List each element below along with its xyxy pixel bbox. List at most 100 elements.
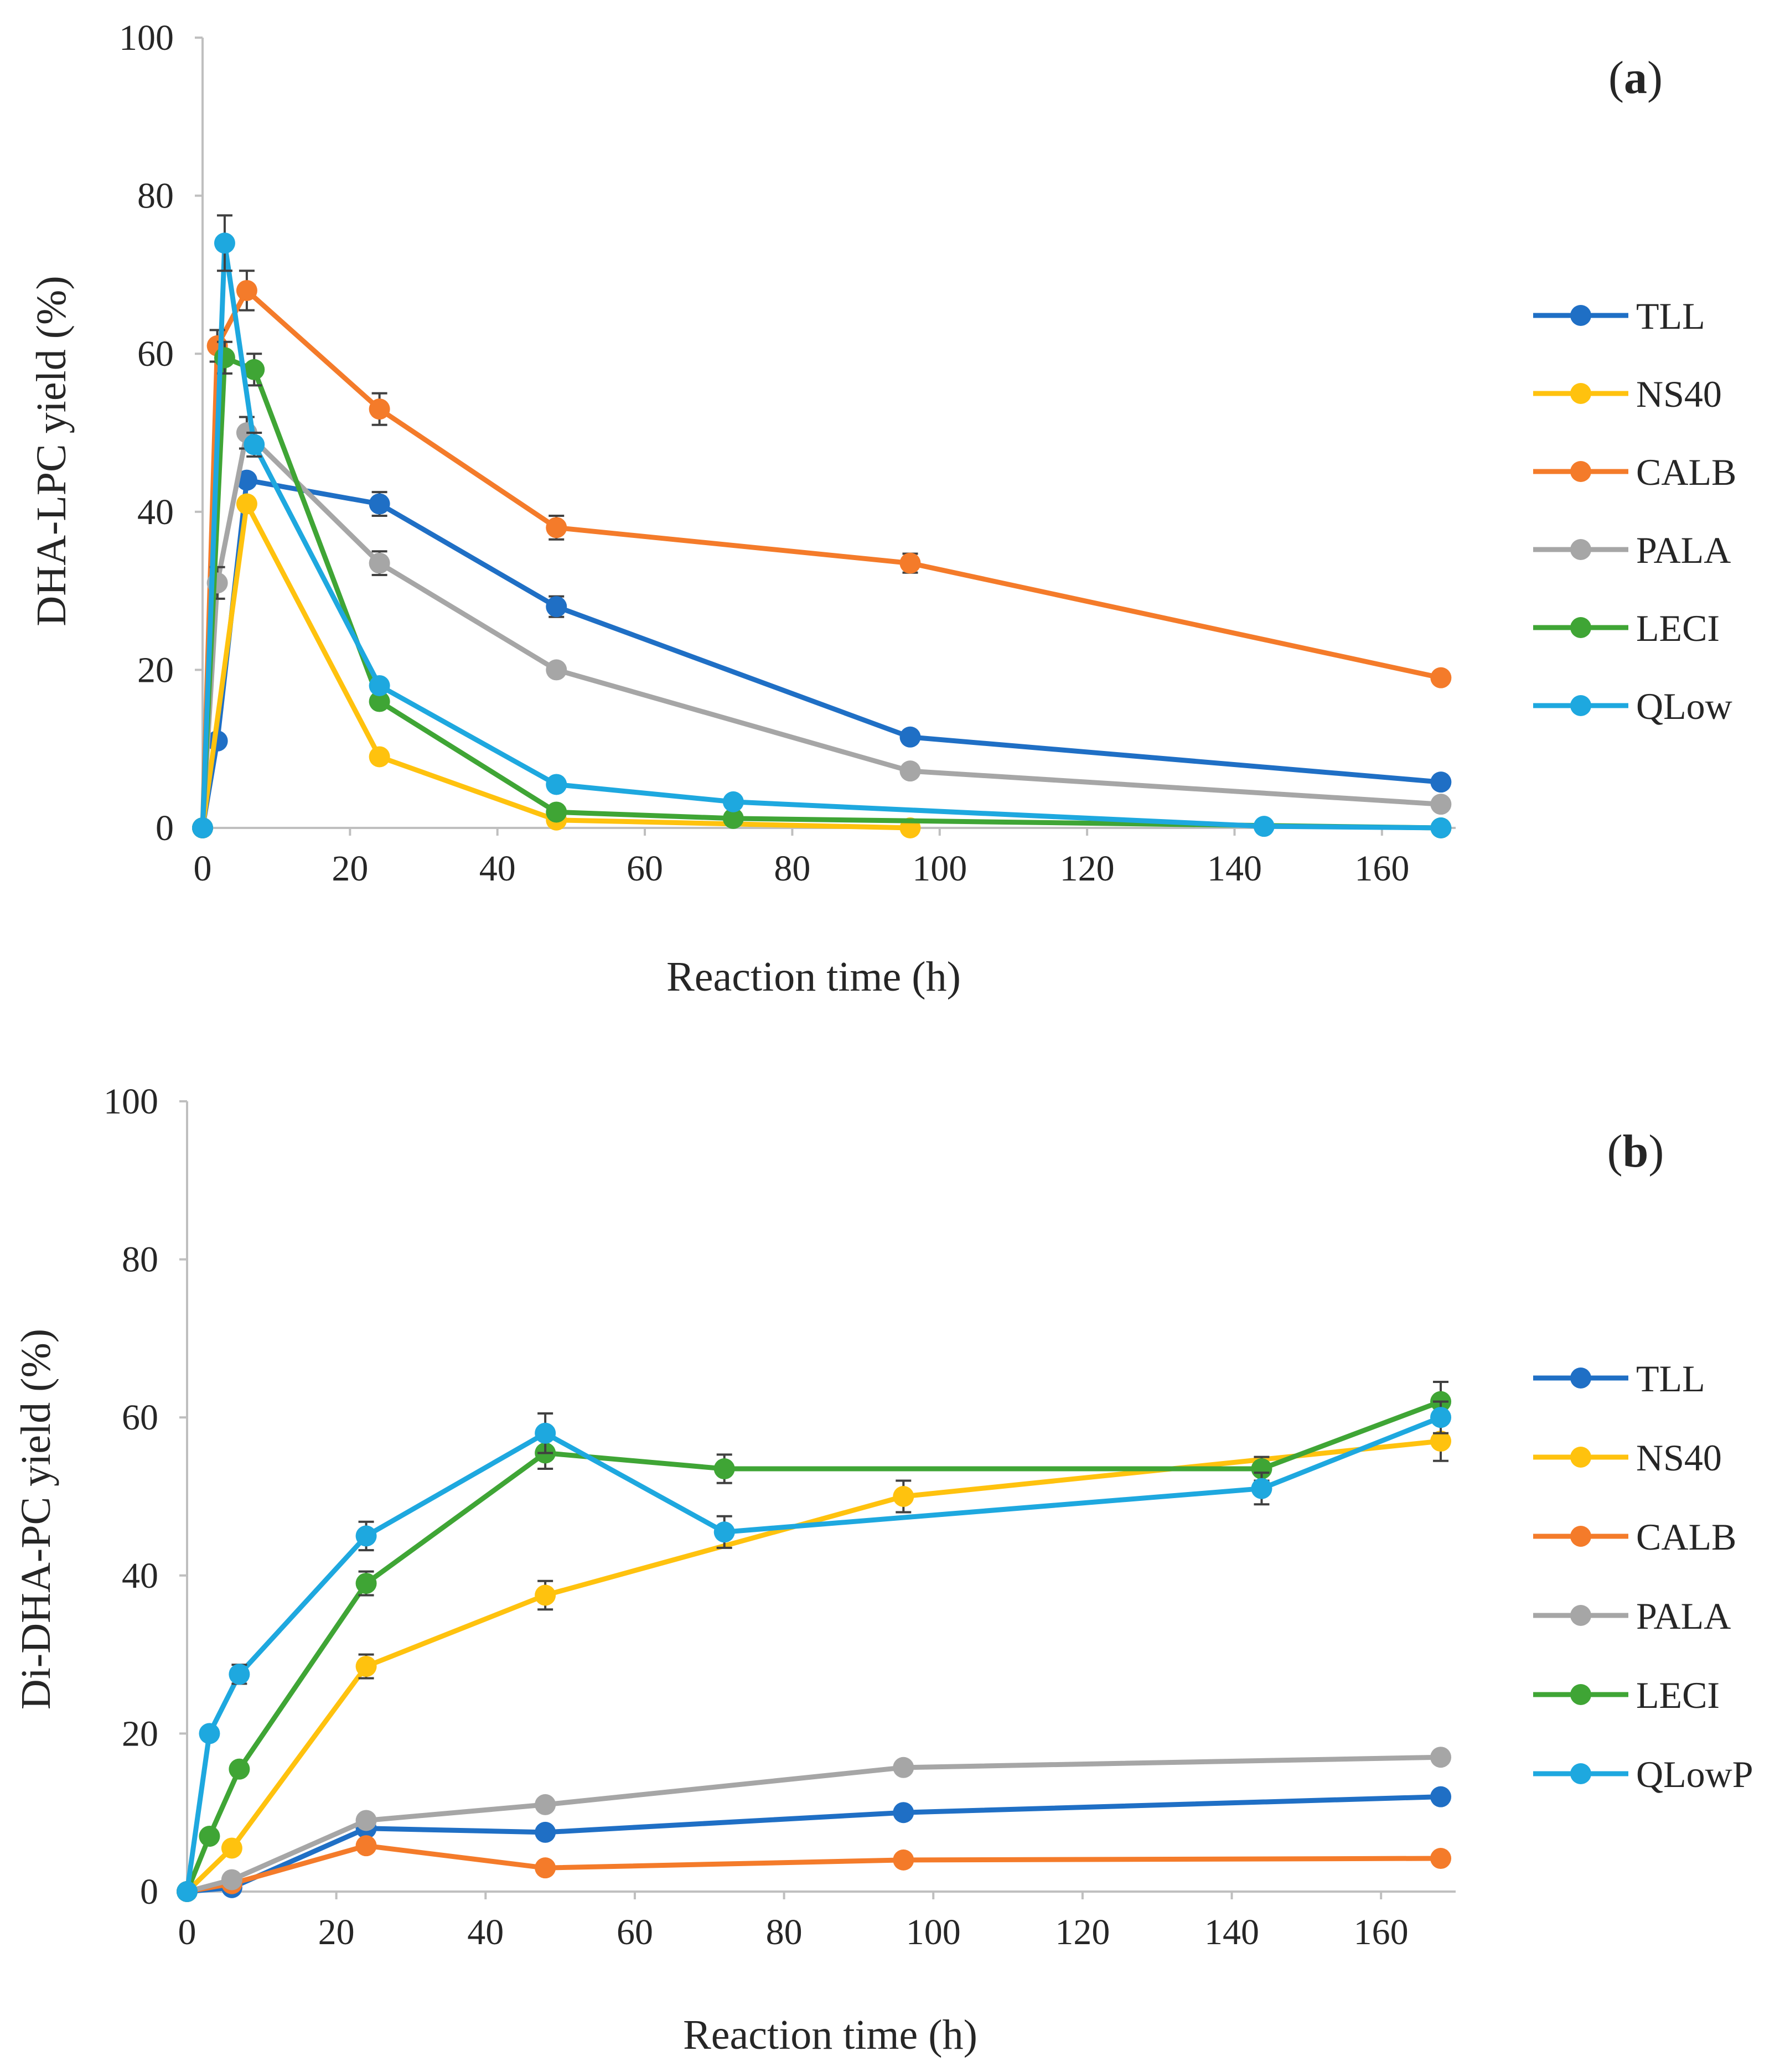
chart-b-point-ns40 [893, 1486, 914, 1507]
chart-b-x-axis-title: Reaction time (h) [683, 2012, 977, 2058]
chart-a-tick-labels: 0 20 40 60 80 100 120 140 160 0 20 40 60 80 100 [119, 18, 1409, 889]
chart-b-point-ns40 [1430, 1431, 1452, 1452]
chart-b-tick-labels: 0 20 40 60 80 100 120 140 160 0 20 40 60 80 100 [104, 1081, 1409, 1952]
chart-a-y-tick-label: 80 [137, 176, 174, 216]
chart-b-series-qlowp [177, 1400, 1452, 1902]
chart-a-x-tick-label: 160 [1354, 848, 1409, 889]
chart-b-point-leci [1251, 1458, 1272, 1480]
chart-a-x-tick-label: 140 [1207, 848, 1262, 889]
chart-b-y-tick-label: 40 [122, 1556, 158, 1596]
chart-b-legend: TLL NS40 CALB PALA LECI QLowP [1533, 1358, 1753, 1795]
chart-a-point-qlow [369, 675, 390, 696]
chart-b-panel-letter: b [1623, 1126, 1649, 1177]
chart-a-point-pala [1430, 794, 1452, 815]
chart-a-point-tll [1430, 771, 1452, 793]
chart-a-point-pala [899, 760, 921, 782]
chart-a-series-qlow [192, 214, 1452, 838]
chart-b-point-qlowp [199, 1723, 220, 1744]
chart-b-point-tll [1430, 1786, 1452, 1807]
chart-a-legend-item-ns40: NS40 [1533, 373, 1722, 415]
chart-b-x-tick-label: 80 [766, 1912, 803, 1952]
chart-b-series [177, 1380, 1452, 1902]
chart-b-legend-swatch-marker-qlowp [1570, 1763, 1591, 1784]
chart-a-point-qlow [244, 434, 265, 455]
chart-a-point-qlow [1253, 816, 1275, 837]
chart-a-point-qlow [1430, 817, 1452, 838]
chart-a-series [192, 214, 1452, 838]
chart-b-legend-label-tll: TLL [1636, 1358, 1705, 1400]
chart-a-point-leci [722, 807, 744, 829]
chart-b-x-tick-label: 140 [1204, 1912, 1259, 1952]
chart-a-legend-swatch-marker-pala [1570, 539, 1591, 560]
chart-a-point-leci [369, 691, 390, 712]
chart-a-point-calb [1430, 667, 1452, 688]
chart-a-legend-item-pala: PALA [1533, 529, 1731, 571]
chart-b-point-pala [221, 1869, 242, 1890]
chart-b-legend-swatch-marker-tll [1570, 1367, 1591, 1389]
chart-a-point-qlow [192, 817, 213, 838]
chart-b-legend-swatch-marker-ns40 [1570, 1447, 1591, 1468]
chart-b-legend-swatch-marker-pala [1570, 1605, 1591, 1626]
chart-a-line-qlow [200, 240, 1443, 831]
chart-b-y-tick-label: 60 [122, 1397, 158, 1438]
chart-a-x-tick-label: 40 [479, 848, 516, 889]
chart-a-panel-close: ) [1647, 52, 1663, 103]
chart-b-x-tick-label: 120 [1055, 1912, 1110, 1952]
chart-b-legend-item-calb: CALB [1533, 1516, 1736, 1558]
chart-b-point-ns40 [355, 1656, 377, 1677]
chart-b-legend-label-leci: LECI [1636, 1674, 1720, 1716]
chart-a-y-tick-label: 100 [119, 18, 174, 58]
chart-b-legend-item-pala: PALA [1533, 1595, 1731, 1637]
chart-a-legend-label-qlow: QLow [1636, 685, 1732, 727]
chart-a-legend-label-ns40: NS40 [1636, 373, 1722, 415]
chart-a-point-pala [546, 659, 567, 681]
chart-a-point-tll [236, 469, 257, 491]
chart-b-panel-close: ) [1648, 1126, 1664, 1177]
chart-a-panel-open: ( [1608, 52, 1624, 103]
chart-b-legend-item-leci: LECI [1533, 1674, 1720, 1716]
chart-a-legend-label-leci: LECI [1636, 607, 1720, 649]
chart-b-legend-label-qlowp: QLowP [1636, 1753, 1753, 1795]
chart-b-point-leci [355, 1573, 377, 1594]
chart-a-point-qlow [546, 774, 567, 795]
chart-b-point-tll [535, 1821, 556, 1843]
chart-b-legend-label-calb: CALB [1636, 1516, 1736, 1558]
chart-a-panel-letter: a [1624, 52, 1647, 103]
chart-a-y-tick-label: 60 [137, 334, 174, 374]
chart-b-y-axis-title: Di-DHA-PC yield (%) [13, 1329, 59, 1710]
chart-b-x-tick-label: 160 [1354, 1912, 1409, 1952]
chart-a-point-tll [546, 596, 567, 618]
chart-b-x-tick-label: 0 [178, 1912, 196, 1952]
chart-panel-b: 0 20 40 60 80 100 120 140 160 0 20 40 60 80 100 Reacti… [13, 1081, 1753, 2058]
chart-a-legend-item-qlow: QLow [1533, 685, 1732, 727]
chart-a-point-calb [899, 552, 921, 574]
chart-a-legend: TLL NS40 CALB PALA LECI QLow [1533, 295, 1736, 727]
chart-b-point-qlowp [1251, 1478, 1272, 1499]
chart-a-x-tick-label: 0 [194, 848, 212, 889]
chart-b-point-calb [355, 1835, 377, 1857]
chart-b-legend-label-ns40: NS40 [1636, 1437, 1722, 1479]
chart-a-legend-swatch-marker-ns40 [1570, 383, 1591, 404]
chart-a-point-calb [546, 517, 567, 538]
chart-b-point-tll [893, 1802, 914, 1824]
chart-b-point-ns40 [221, 1837, 242, 1859]
chart-b-point-qlowp [1430, 1407, 1452, 1428]
chart-b-legend-label-pala: PALA [1636, 1595, 1731, 1637]
chart-a-legend-swatch-marker-qlow [1570, 695, 1591, 716]
chart-b-x-tick-label: 20 [318, 1912, 355, 1952]
chart-b-series-pala [177, 1747, 1452, 1902]
chart-b-legend-swatch-marker-calb [1570, 1526, 1591, 1547]
chart-a-y-tick-label: 40 [137, 492, 174, 532]
chart-b-point-calb [893, 1849, 914, 1871]
chart-b-point-qlowp [713, 1521, 735, 1543]
chart-a-y-axis-title: DHA-LPC yield (%) [28, 276, 75, 626]
chart-a-y-tick-label: 0 [156, 808, 174, 848]
chart-b-point-pala [535, 1794, 556, 1815]
chart-b-y-tick-label: 0 [140, 1872, 158, 1912]
chart-a-series-leci [192, 340, 1452, 838]
chart-b-point-pala [1430, 1747, 1452, 1768]
chart-b-legend-item-tll: TLL [1533, 1358, 1705, 1400]
chart-a-point-qlow [214, 232, 235, 254]
